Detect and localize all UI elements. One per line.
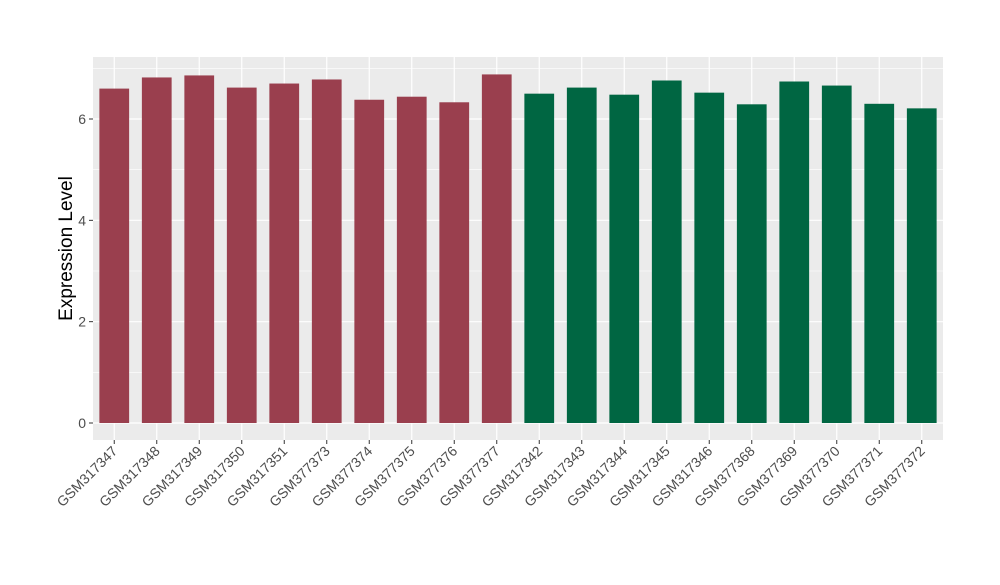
- y-tick-label: 4: [78, 212, 86, 228]
- bar: [184, 75, 215, 423]
- bar: [226, 87, 257, 423]
- y-tick-label: 0: [78, 415, 86, 431]
- bar: [609, 94, 640, 424]
- y-tick-label: 6: [78, 111, 86, 127]
- bar: [821, 85, 852, 423]
- bar: [439, 102, 470, 423]
- bar: [99, 88, 130, 423]
- x-axis: GSM317347GSM317348GSM317349GSM317350GSM3…: [53, 440, 928, 510]
- bar: [524, 93, 555, 424]
- bar: [779, 81, 810, 424]
- bar: [141, 77, 172, 423]
- y-axis-title: Expression Level: [56, 176, 77, 321]
- bar: [906, 108, 937, 424]
- bar: [354, 99, 385, 423]
- y-axis: 0 2 4 6: [78, 111, 93, 431]
- y-tick-label: 2: [78, 314, 86, 330]
- plot-panel: [93, 57, 943, 440]
- bars: [99, 74, 937, 424]
- bar: [481, 74, 512, 423]
- bar: [396, 96, 427, 423]
- bar: [566, 87, 597, 423]
- bar: [651, 80, 682, 423]
- bar: [694, 92, 725, 424]
- bar: [269, 83, 300, 424]
- bar: [311, 79, 342, 423]
- bar: [736, 104, 767, 423]
- bar: [864, 103, 895, 424]
